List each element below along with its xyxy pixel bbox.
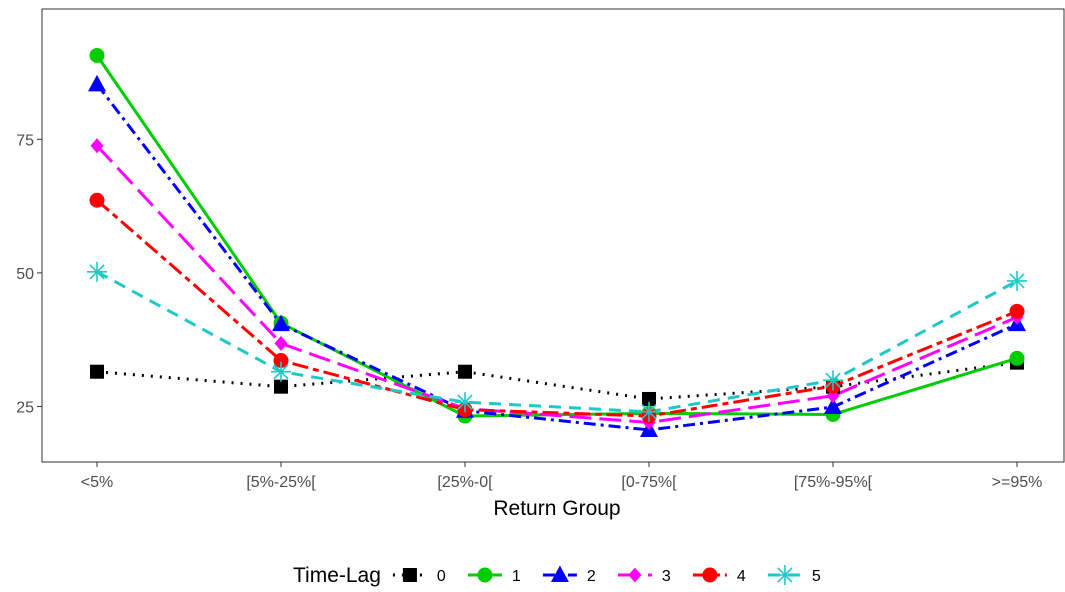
plot-panel — [41, 8, 1065, 463]
x-tick-label: [25%-0[ — [437, 474, 493, 491]
series-line-3 — [95, 144, 1018, 424]
data-point-1 — [89, 47, 105, 63]
legend-label-2: 2 — [587, 568, 596, 585]
series-line-0 — [96, 361, 1018, 401]
legend-key-3 — [617, 567, 652, 583]
data-point-0 — [90, 364, 104, 379]
legend-label-1: 1 — [512, 568, 521, 585]
data-point-5 — [87, 261, 107, 282]
series-layer — [87, 47, 1027, 437]
data-point-5 — [271, 361, 291, 382]
data-point-2 — [88, 74, 106, 92]
legend-label-0: 0 — [437, 568, 446, 585]
series-line-5 — [96, 270, 1018, 414]
x-tick-label: [5%-25%[ — [246, 474, 316, 491]
data-point-2 — [824, 397, 842, 414]
legend-title: Time-Lag — [293, 564, 381, 587]
data-point-5 — [639, 401, 659, 422]
legend-key-5 — [767, 565, 802, 585]
y-tick-label: 50 — [16, 266, 34, 283]
legend-label-5: 5 — [812, 568, 821, 585]
data-point-3 — [274, 335, 288, 351]
data-point-4 — [273, 353, 289, 369]
data-point-4 — [1009, 303, 1025, 319]
legend-label-3: 3 — [662, 568, 671, 585]
legend-key-0 — [392, 568, 427, 582]
data-point-5 — [1007, 270, 1027, 291]
x-axis-title: Return Group — [493, 497, 620, 520]
x-tick-label: <5% — [81, 474, 113, 491]
data-point-4 — [89, 192, 105, 208]
axes: <5% [5%-25%[ [25%-0[ [0-75%[ [75%-95%[ >=95% 2… — [16, 132, 1042, 491]
series-line-2 — [95, 83, 1018, 432]
data-point-0 — [642, 391, 656, 406]
data-point-1 — [1009, 350, 1025, 366]
y-tick-label: 25 — [16, 399, 34, 416]
x-tick-label: [75%-95%[ — [794, 474, 873, 491]
data-point-2 — [272, 314, 290, 332]
legend-key-2 — [542, 565, 577, 582]
data-point-5 — [823, 370, 843, 391]
y-tick-label: 75 — [16, 132, 34, 149]
legend-key-1 — [467, 567, 502, 583]
data-point-0 — [274, 379, 288, 394]
data-point-3 — [90, 138, 104, 154]
x-tick-label: >=95% — [992, 474, 1043, 491]
data-point-5 — [455, 392, 475, 413]
legend: Time-Lag 0 1 2 3 4 5 — [293, 564, 821, 587]
legend-label-4: 4 — [737, 568, 746, 585]
series-line-4 — [96, 199, 1018, 418]
x-tick-label: [0-75%[ — [621, 474, 677, 491]
legend-key-4 — [692, 567, 727, 583]
data-point-0 — [458, 364, 472, 379]
